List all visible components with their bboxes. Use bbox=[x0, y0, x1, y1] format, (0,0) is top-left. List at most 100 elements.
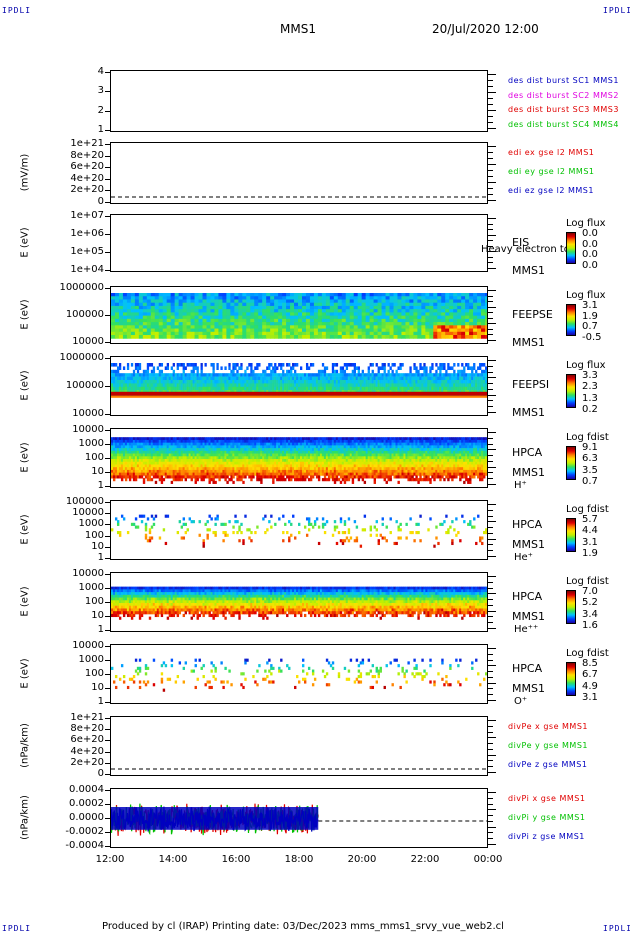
heatmap-cell bbox=[230, 383, 233, 387]
heatmap-cell bbox=[116, 472, 120, 476]
heatmap-cell bbox=[319, 383, 323, 387]
heatmap-cell bbox=[266, 456, 269, 460]
heatmap-cell bbox=[208, 453, 211, 457]
heatmap-cell bbox=[286, 335, 291, 339]
heatmap-cell bbox=[461, 369, 464, 374]
heatmap-cell bbox=[305, 309, 311, 313]
heatmap-cell bbox=[433, 331, 438, 336]
heatmap-cell bbox=[351, 456, 355, 460]
heatmap-cell bbox=[222, 472, 225, 476]
heatmap-cell bbox=[148, 461, 152, 465]
heatmap-cell bbox=[250, 453, 253, 457]
heatmap-cell bbox=[445, 293, 450, 297]
heatmap-cell bbox=[182, 373, 185, 377]
heatmap-cell bbox=[274, 299, 279, 304]
heatmap-cell bbox=[296, 478, 299, 482]
heatmap-cell bbox=[268, 472, 271, 476]
heatmap-cell bbox=[413, 386, 416, 391]
heatmap-cell bbox=[421, 325, 426, 330]
heatmap-cell bbox=[335, 448, 339, 452]
heatmap-cell bbox=[202, 328, 207, 333]
heatmap-cell bbox=[373, 296, 379, 300]
heatmap-cell bbox=[475, 373, 478, 377]
heatmap-cell bbox=[313, 472, 317, 476]
heatmap-cell bbox=[453, 335, 458, 339]
y-tick-mark bbox=[105, 91, 110, 93]
heatmap-cell bbox=[429, 325, 434, 330]
heatmap-cell bbox=[174, 437, 178, 441]
heatmap-cell bbox=[168, 461, 172, 465]
heatmap-cell bbox=[194, 456, 197, 460]
heatmap-cell bbox=[150, 442, 154, 446]
heatmap-cell bbox=[266, 305, 271, 310]
heatmap-cell bbox=[264, 461, 267, 465]
heatmap-cell bbox=[288, 448, 291, 452]
heatmap-cell bbox=[208, 459, 211, 463]
right-tick-mark bbox=[488, 388, 493, 390]
y-tick-mark bbox=[105, 202, 110, 203]
heatmap-cell bbox=[174, 450, 178, 454]
heatmap-cell bbox=[140, 456, 144, 460]
heatmap-cell bbox=[230, 469, 233, 474]
heatmap-cell bbox=[301, 318, 307, 323]
heatmap-cell bbox=[317, 472, 321, 476]
heatmap-cell bbox=[242, 475, 245, 479]
heatmap-cell bbox=[202, 445, 205, 449]
heatmap-cell bbox=[331, 376, 335, 381]
heatmap-cell bbox=[389, 325, 395, 330]
heatmap-cell bbox=[339, 469, 343, 474]
heatmap-cell bbox=[481, 383, 484, 387]
heatmap-cell bbox=[325, 456, 329, 460]
heatmap-cell bbox=[276, 453, 279, 457]
heatmap-cell bbox=[276, 442, 279, 446]
heatmap-cell bbox=[126, 328, 132, 333]
heatmap-cell bbox=[321, 461, 325, 465]
heatmap-cell bbox=[172, 369, 175, 374]
heatmap-cell bbox=[116, 448, 120, 452]
heatmap-cell bbox=[455, 386, 458, 391]
heatmap-cell bbox=[298, 459, 301, 463]
heatmap-cell bbox=[178, 478, 182, 482]
heatmap-cell bbox=[222, 456, 225, 460]
heatmap-cell bbox=[180, 450, 184, 454]
heatmap-cell bbox=[154, 331, 160, 336]
heatmap-cell bbox=[122, 383, 126, 387]
heatmap-cell bbox=[307, 376, 311, 381]
heatmap-cell bbox=[337, 309, 343, 313]
heatmap-cell bbox=[194, 445, 197, 449]
right-tick-mark bbox=[488, 98, 493, 99]
heatmap-cell bbox=[343, 369, 347, 374]
heatmap-cell bbox=[176, 450, 180, 454]
heatmap-cell bbox=[194, 363, 197, 367]
heatmap-cell bbox=[170, 461, 174, 465]
heatmap-cell bbox=[331, 448, 335, 452]
heatmap-cell bbox=[369, 315, 375, 320]
heatmap-cell bbox=[421, 302, 426, 307]
heatmap-cell bbox=[435, 363, 438, 367]
heatmap-cell bbox=[298, 450, 301, 454]
heatmap-cell bbox=[280, 461, 283, 465]
heatmap-cell bbox=[393, 373, 396, 377]
heatmap-cell bbox=[331, 386, 335, 391]
heatmap-cell bbox=[148, 453, 152, 457]
y-tick-mark bbox=[105, 386, 110, 387]
heatmap-cell bbox=[423, 383, 426, 387]
heatmap-cell bbox=[154, 448, 158, 452]
heatmap-cell bbox=[449, 302, 454, 307]
heatmap-cell bbox=[441, 296, 446, 300]
heatmap-cell bbox=[409, 383, 412, 387]
heatmap-cell bbox=[457, 328, 462, 333]
heatmap-cell bbox=[124, 442, 128, 446]
heatmap-cell bbox=[367, 386, 370, 391]
heatmap-cell bbox=[317, 386, 321, 391]
heatmap-cell bbox=[309, 456, 313, 460]
heatmap-cell bbox=[146, 478, 150, 482]
heatmap-cell bbox=[238, 450, 241, 454]
heatmap-cell bbox=[337, 328, 343, 333]
heatmap-cell bbox=[349, 335, 355, 339]
heatmap-cell bbox=[433, 305, 438, 310]
heatmap-cell bbox=[405, 328, 410, 333]
heatmap-cell bbox=[435, 383, 438, 387]
heatmap-cell bbox=[150, 302, 156, 307]
heatmap-cell bbox=[156, 456, 160, 460]
